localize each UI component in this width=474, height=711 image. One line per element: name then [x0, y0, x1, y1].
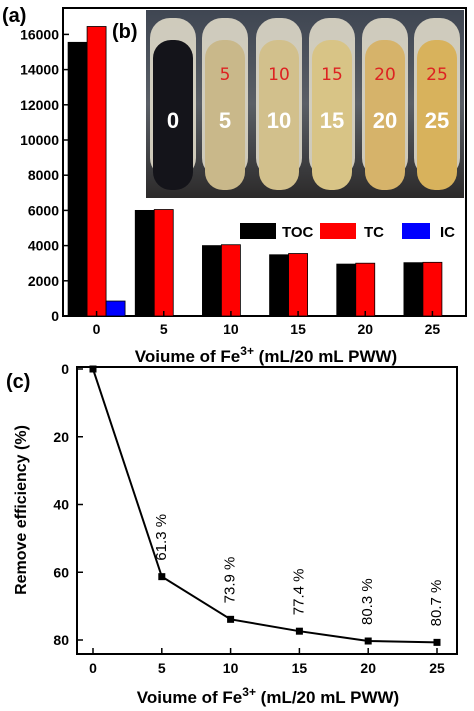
- tube-liquid: [153, 40, 193, 190]
- data-point: [364, 637, 372, 645]
- data-point: [295, 627, 303, 635]
- y-tick-label: 60: [53, 564, 69, 580]
- bar-tc-25: [422, 261, 443, 317]
- bar-toc-5: [134, 209, 155, 317]
- y-tick-label: 80: [53, 632, 69, 648]
- tube-liquid: [259, 40, 299, 190]
- x-tick-label: 5: [158, 660, 166, 676]
- tube-liquid: [205, 40, 245, 190]
- x-tick-label: 0: [93, 321, 101, 337]
- tube-liquid: [417, 40, 457, 190]
- legend-a: TOC TC IC: [240, 223, 455, 241]
- y-tick-label: 16000: [20, 26, 59, 42]
- x-tick-label: 15: [290, 321, 306, 337]
- tube-number-label: 20: [373, 108, 397, 133]
- legend-label-ic: IC: [440, 224, 455, 241]
- tube-liquid: [312, 40, 352, 190]
- panel-label-b: (b): [112, 21, 138, 43]
- y-tick-label: 10000: [20, 132, 59, 148]
- bar-tc-20: [355, 262, 376, 317]
- data-point: [433, 638, 441, 646]
- test-tubes: 0 5 5 10 10 15 15 20 20 25 25: [150, 18, 460, 190]
- bar-tc-0: [86, 26, 107, 317]
- y-axis-title-c: Remove efficiency (%): [13, 425, 30, 595]
- bar-toc-0: [67, 41, 88, 317]
- bar-tc-15: [288, 253, 308, 317]
- data-point: [158, 573, 166, 581]
- y-tick-label: 6000: [28, 202, 59, 218]
- bar-toc-15: [269, 254, 289, 317]
- tube-handwritten-label: 15: [321, 65, 343, 85]
- bar-toc-10: [202, 245, 222, 317]
- y-tick-label: 12000: [20, 97, 59, 113]
- bar-toc-25: [403, 262, 424, 317]
- y-axis-ticks-c: 0 20 40 60 80: [53, 361, 83, 648]
- y-tick-label: 40: [53, 497, 69, 513]
- bar-tc-5: [153, 209, 174, 317]
- panel-label-a: (a): [2, 5, 26, 27]
- legend-swatch-toc: [240, 223, 276, 239]
- x-tick-label: 0: [89, 660, 97, 676]
- x-tick-label: 15: [292, 660, 308, 676]
- y-tick-label: 8000: [28, 167, 59, 183]
- tube-handwritten-label: 10: [268, 65, 290, 85]
- legend-label-toc: TOC: [282, 224, 314, 241]
- tube-handwritten-label: 25: [426, 65, 448, 85]
- legend-label-tc: TC: [364, 224, 384, 241]
- x-tick-label: 20: [357, 321, 373, 337]
- tube-number-label: 5: [219, 108, 231, 133]
- x-tick-label: 10: [223, 660, 239, 676]
- data-label: 73.9 %: [222, 557, 239, 604]
- x-axis-ticks-c: 0 5 10 15 20 25: [89, 648, 445, 676]
- bar-toc-20: [336, 263, 357, 317]
- legend-swatch-tc: [320, 223, 356, 239]
- tube-number-label: 10: [267, 108, 291, 133]
- y-tick-label: 20: [53, 429, 69, 445]
- tube-number-label: 15: [320, 108, 344, 133]
- x-tick-label: 20: [360, 660, 376, 676]
- data-label: 80.7 %: [428, 580, 445, 627]
- tube-number-label: 0: [167, 108, 179, 133]
- data-label: 77.4 %: [290, 568, 307, 615]
- panel-a: 0 2000 4000 6000 8000 10000 12000 14000 16000 0 5…: [2, 5, 467, 366]
- data-point: [89, 365, 97, 373]
- tube-liquid: [365, 40, 405, 190]
- data-label: 80.3 %: [359, 578, 376, 625]
- x-tick-label: 5: [160, 321, 168, 337]
- y-tick-label: 2000: [28, 273, 59, 289]
- tube-number-label: 25: [425, 108, 449, 133]
- legend-swatch-ic-fill: [402, 223, 430, 239]
- y-tick-label: 0: [61, 361, 69, 377]
- plot-frame-c: [76, 366, 458, 655]
- panel-c: 0 20 40 60 80 0 5 10 15 20 25 61.3 % 73.9 % 77.4 % 8…: [6, 361, 458, 707]
- y-tick-label: 0: [51, 308, 59, 324]
- inset-photo-b: 0 5 5 10 10 15 15 20 20 25 25 (b): [112, 10, 464, 198]
- x-tick-label: 10: [223, 321, 239, 337]
- data-label: 61.3 %: [153, 514, 170, 561]
- tube-handwritten-label: 5: [220, 65, 231, 85]
- y-axis-ticks-a: 0 2000 4000 6000 8000 10000 12000 14000 16000: [20, 26, 69, 324]
- photo-background: [146, 10, 464, 198]
- tube-handwritten-label: 20: [374, 65, 396, 85]
- efficiency-line: 61.3 % 73.9 % 77.4 % 80.3 % 80.7 %: [89, 365, 445, 646]
- x-axis-ticks-a: 0 5 10 15 20 25: [93, 311, 441, 337]
- plot-frame-a: [62, 7, 467, 317]
- x-axis-title-c: Voiume of Fe3+ (mL/20 mL PWW): [137, 685, 399, 707]
- bar-tc-10: [221, 244, 241, 317]
- y-tick-label: 14000: [20, 62, 59, 78]
- series-line: [92, 368, 438, 644]
- x-axis-title-a: Voiume of Fe3+ (mL/20 mL PWW): [135, 344, 397, 366]
- x-tick-label: 25: [429, 660, 445, 676]
- data-point: [227, 615, 235, 623]
- x-tick-label: 25: [425, 321, 441, 337]
- y-tick-label: 4000: [28, 238, 59, 254]
- panel-label-c: (c): [6, 371, 30, 393]
- bar-ic-0: [105, 300, 126, 317]
